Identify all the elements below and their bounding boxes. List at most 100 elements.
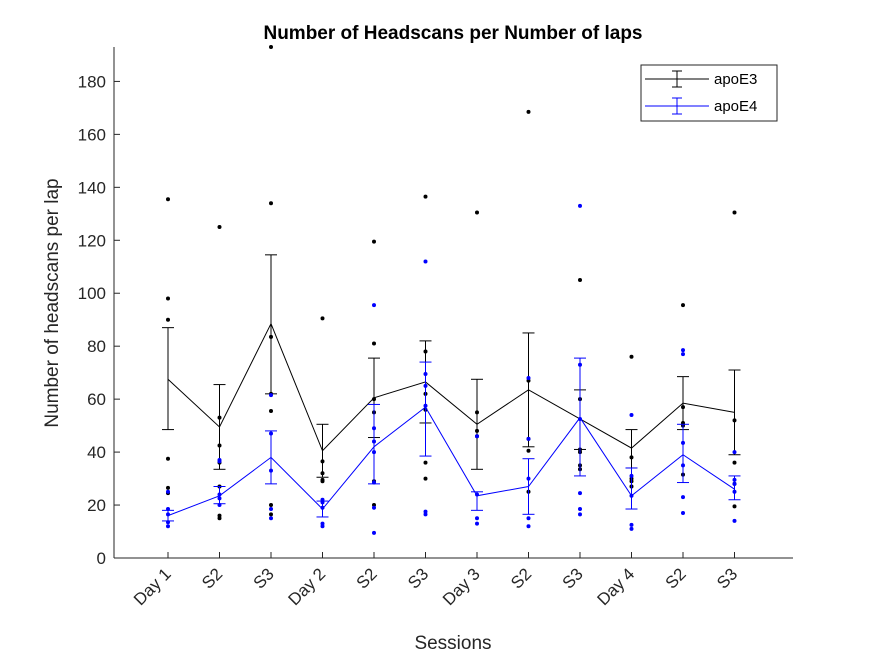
axes xyxy=(113,47,793,559)
data-point xyxy=(217,496,222,501)
data-point xyxy=(269,507,273,512)
data-point xyxy=(629,493,634,498)
data-point xyxy=(629,473,634,478)
data-point xyxy=(372,480,376,485)
data-point xyxy=(629,413,634,418)
data-point xyxy=(526,524,531,529)
y-tick-label: 140 xyxy=(78,178,106,197)
y-tick-label: 80 xyxy=(87,337,106,356)
data-point xyxy=(217,225,222,230)
data-point xyxy=(578,416,582,421)
data-point xyxy=(526,516,531,521)
data-point xyxy=(578,512,582,517)
data-point xyxy=(423,194,428,199)
x-axis-label: Sessions xyxy=(414,633,491,654)
series-line xyxy=(167,322,735,452)
data-point xyxy=(372,450,376,455)
data-point xyxy=(475,210,479,215)
data-point xyxy=(732,418,737,423)
data-point xyxy=(166,317,170,322)
data-point xyxy=(578,507,582,512)
legend-label: apoE3 xyxy=(714,71,757,88)
data-point xyxy=(320,524,325,529)
data-point xyxy=(217,503,222,508)
data-point xyxy=(166,524,170,529)
data-point xyxy=(269,334,273,339)
data-point xyxy=(166,507,170,512)
data-point xyxy=(217,492,222,497)
data-series xyxy=(162,45,741,535)
legend-box xyxy=(640,64,778,122)
legend-label: apoE4 xyxy=(714,98,757,115)
data-point xyxy=(372,239,376,244)
data-point xyxy=(166,485,170,490)
data-point xyxy=(269,431,273,436)
data-point xyxy=(166,296,170,301)
data-point xyxy=(732,504,737,509)
legend: apoE3 apoE4 xyxy=(640,64,778,122)
data-point xyxy=(423,259,428,264)
y-tick-label: 180 xyxy=(78,72,106,91)
data-point xyxy=(166,197,170,202)
data-point xyxy=(732,518,737,523)
data-point xyxy=(475,434,479,439)
data-point xyxy=(269,45,273,49)
data-point xyxy=(578,203,582,208)
data-point xyxy=(681,440,685,445)
data-point xyxy=(269,512,273,517)
data-point xyxy=(681,510,685,515)
data-point xyxy=(681,303,685,308)
data-point xyxy=(526,375,531,380)
series-apoE4 xyxy=(162,203,741,535)
data-point xyxy=(475,428,479,433)
data-point xyxy=(578,362,582,367)
data-point xyxy=(423,383,428,388)
y-tick-label: 40 xyxy=(87,443,106,462)
data-point xyxy=(475,516,479,521)
data-point xyxy=(320,479,325,484)
data-point xyxy=(732,481,737,486)
data-point xyxy=(320,459,325,464)
data-point xyxy=(217,415,222,420)
data-point xyxy=(423,349,428,354)
data-point xyxy=(526,448,531,453)
data-point xyxy=(166,489,170,494)
data-point xyxy=(166,456,170,461)
data-point xyxy=(320,471,325,476)
y-tick-label: 0 xyxy=(97,549,106,568)
legend-entry-apoE3: apoE3 xyxy=(645,70,757,88)
data-point xyxy=(269,503,273,508)
legend-entry-apoE4: apoE4 xyxy=(645,97,757,115)
data-point xyxy=(732,450,737,455)
data-point xyxy=(269,409,273,414)
data-point xyxy=(629,526,634,531)
data-point xyxy=(166,512,170,517)
y-axis-label: Number of headscans per lap xyxy=(42,178,63,427)
data-point xyxy=(423,512,428,517)
data-point xyxy=(217,459,222,464)
data-point xyxy=(372,426,376,431)
data-point xyxy=(217,443,222,448)
data-point xyxy=(320,316,325,321)
data-point xyxy=(629,354,634,359)
data-point xyxy=(629,455,634,460)
data-point xyxy=(423,371,428,376)
data-point xyxy=(372,303,376,308)
data-point xyxy=(372,530,376,535)
data-point xyxy=(681,463,685,468)
data-point xyxy=(681,348,685,353)
data-point xyxy=(629,522,634,527)
series-line xyxy=(167,406,735,517)
data-point xyxy=(269,468,273,473)
data-point xyxy=(475,410,479,415)
data-point xyxy=(269,516,273,521)
data-point xyxy=(372,397,376,402)
data-point xyxy=(372,341,376,346)
data-point xyxy=(526,476,531,481)
data-point xyxy=(475,521,479,526)
y-tick-label: 100 xyxy=(78,284,106,303)
chart-title: Number of Headscans per Number of laps xyxy=(263,23,642,44)
data-point xyxy=(526,436,531,441)
data-point xyxy=(578,277,582,282)
